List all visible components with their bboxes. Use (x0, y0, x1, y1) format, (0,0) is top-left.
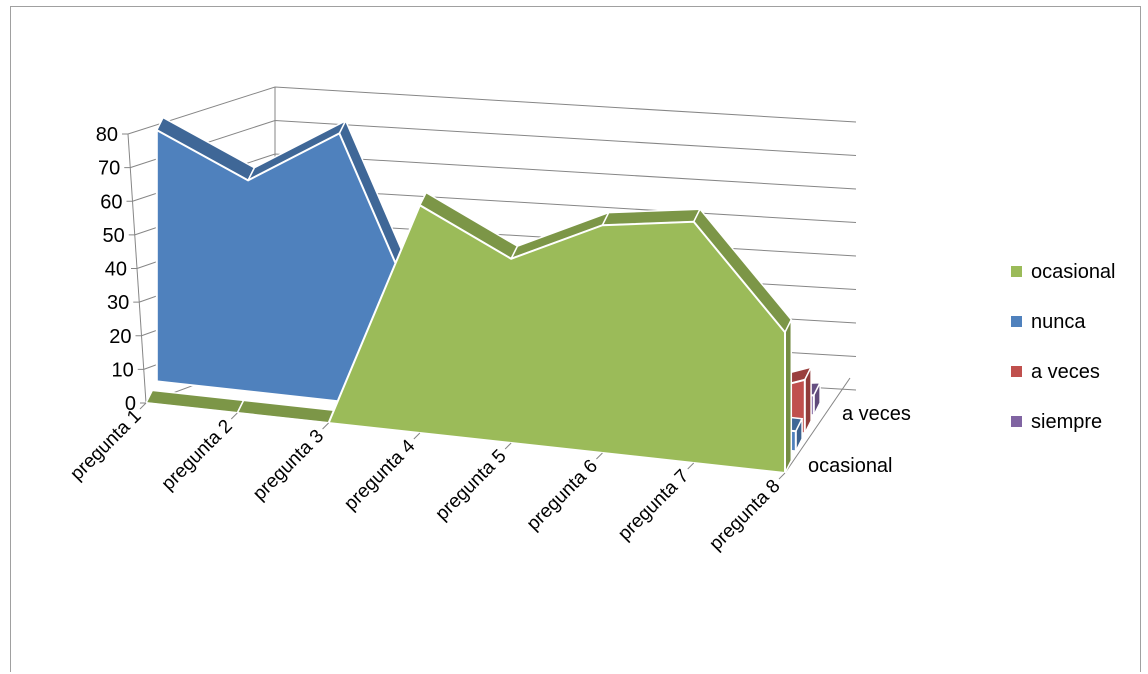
y-tick-label: 70 (98, 158, 120, 180)
y-tick-label: 60 (100, 191, 122, 213)
series-layer (146, 118, 820, 473)
legend-swatch (1011, 316, 1022, 327)
legend: ocasional nunca a veces siempre (1011, 261, 1116, 433)
y-tick-label: 20 (109, 326, 131, 348)
x-tick-label: pregunta 3 (249, 426, 328, 505)
legend-label: nunca (1031, 311, 1086, 333)
y-tick-label: 50 (103, 225, 125, 247)
y-tick-label: 30 (107, 292, 129, 314)
x-tick (779, 473, 785, 479)
gridline (128, 87, 856, 134)
depth-axis-label: a veces (842, 403, 911, 425)
area-top-facet (237, 400, 335, 423)
x-tick-label: pregunta 1 (66, 406, 145, 485)
legend-swatch (1011, 416, 1022, 427)
x-tick (596, 453, 602, 459)
depth-axis-label: ocasional (808, 455, 893, 477)
x-tick (140, 403, 146, 409)
x-tick (688, 463, 694, 469)
legend-label: a veces (1031, 361, 1100, 383)
x-tick-label: pregunta 8 (705, 476, 784, 555)
x-tick-label: pregunta 7 (614, 466, 693, 545)
area-top-facet (146, 390, 244, 413)
legend-label: ocasional (1031, 261, 1116, 283)
x-tick (231, 413, 237, 419)
y-tick-label: 10 (112, 359, 134, 381)
x-tick-label: pregunta 4 (340, 435, 419, 514)
legend-swatch (1011, 266, 1022, 277)
legend-swatch (1011, 366, 1022, 377)
x-tick (505, 443, 511, 449)
x-tick-label: pregunta 2 (158, 416, 237, 495)
x-tick (414, 433, 420, 439)
x-tick-label: pregunta 5 (432, 446, 511, 525)
y-tick-label: 40 (105, 259, 127, 281)
x-tick-label: pregunta 6 (523, 456, 602, 535)
legend-label: siempre (1031, 411, 1102, 433)
y-tick-label: 80 (96, 124, 118, 146)
depth-axis: ocasional a veces (808, 403, 911, 477)
x-tick (323, 423, 329, 429)
